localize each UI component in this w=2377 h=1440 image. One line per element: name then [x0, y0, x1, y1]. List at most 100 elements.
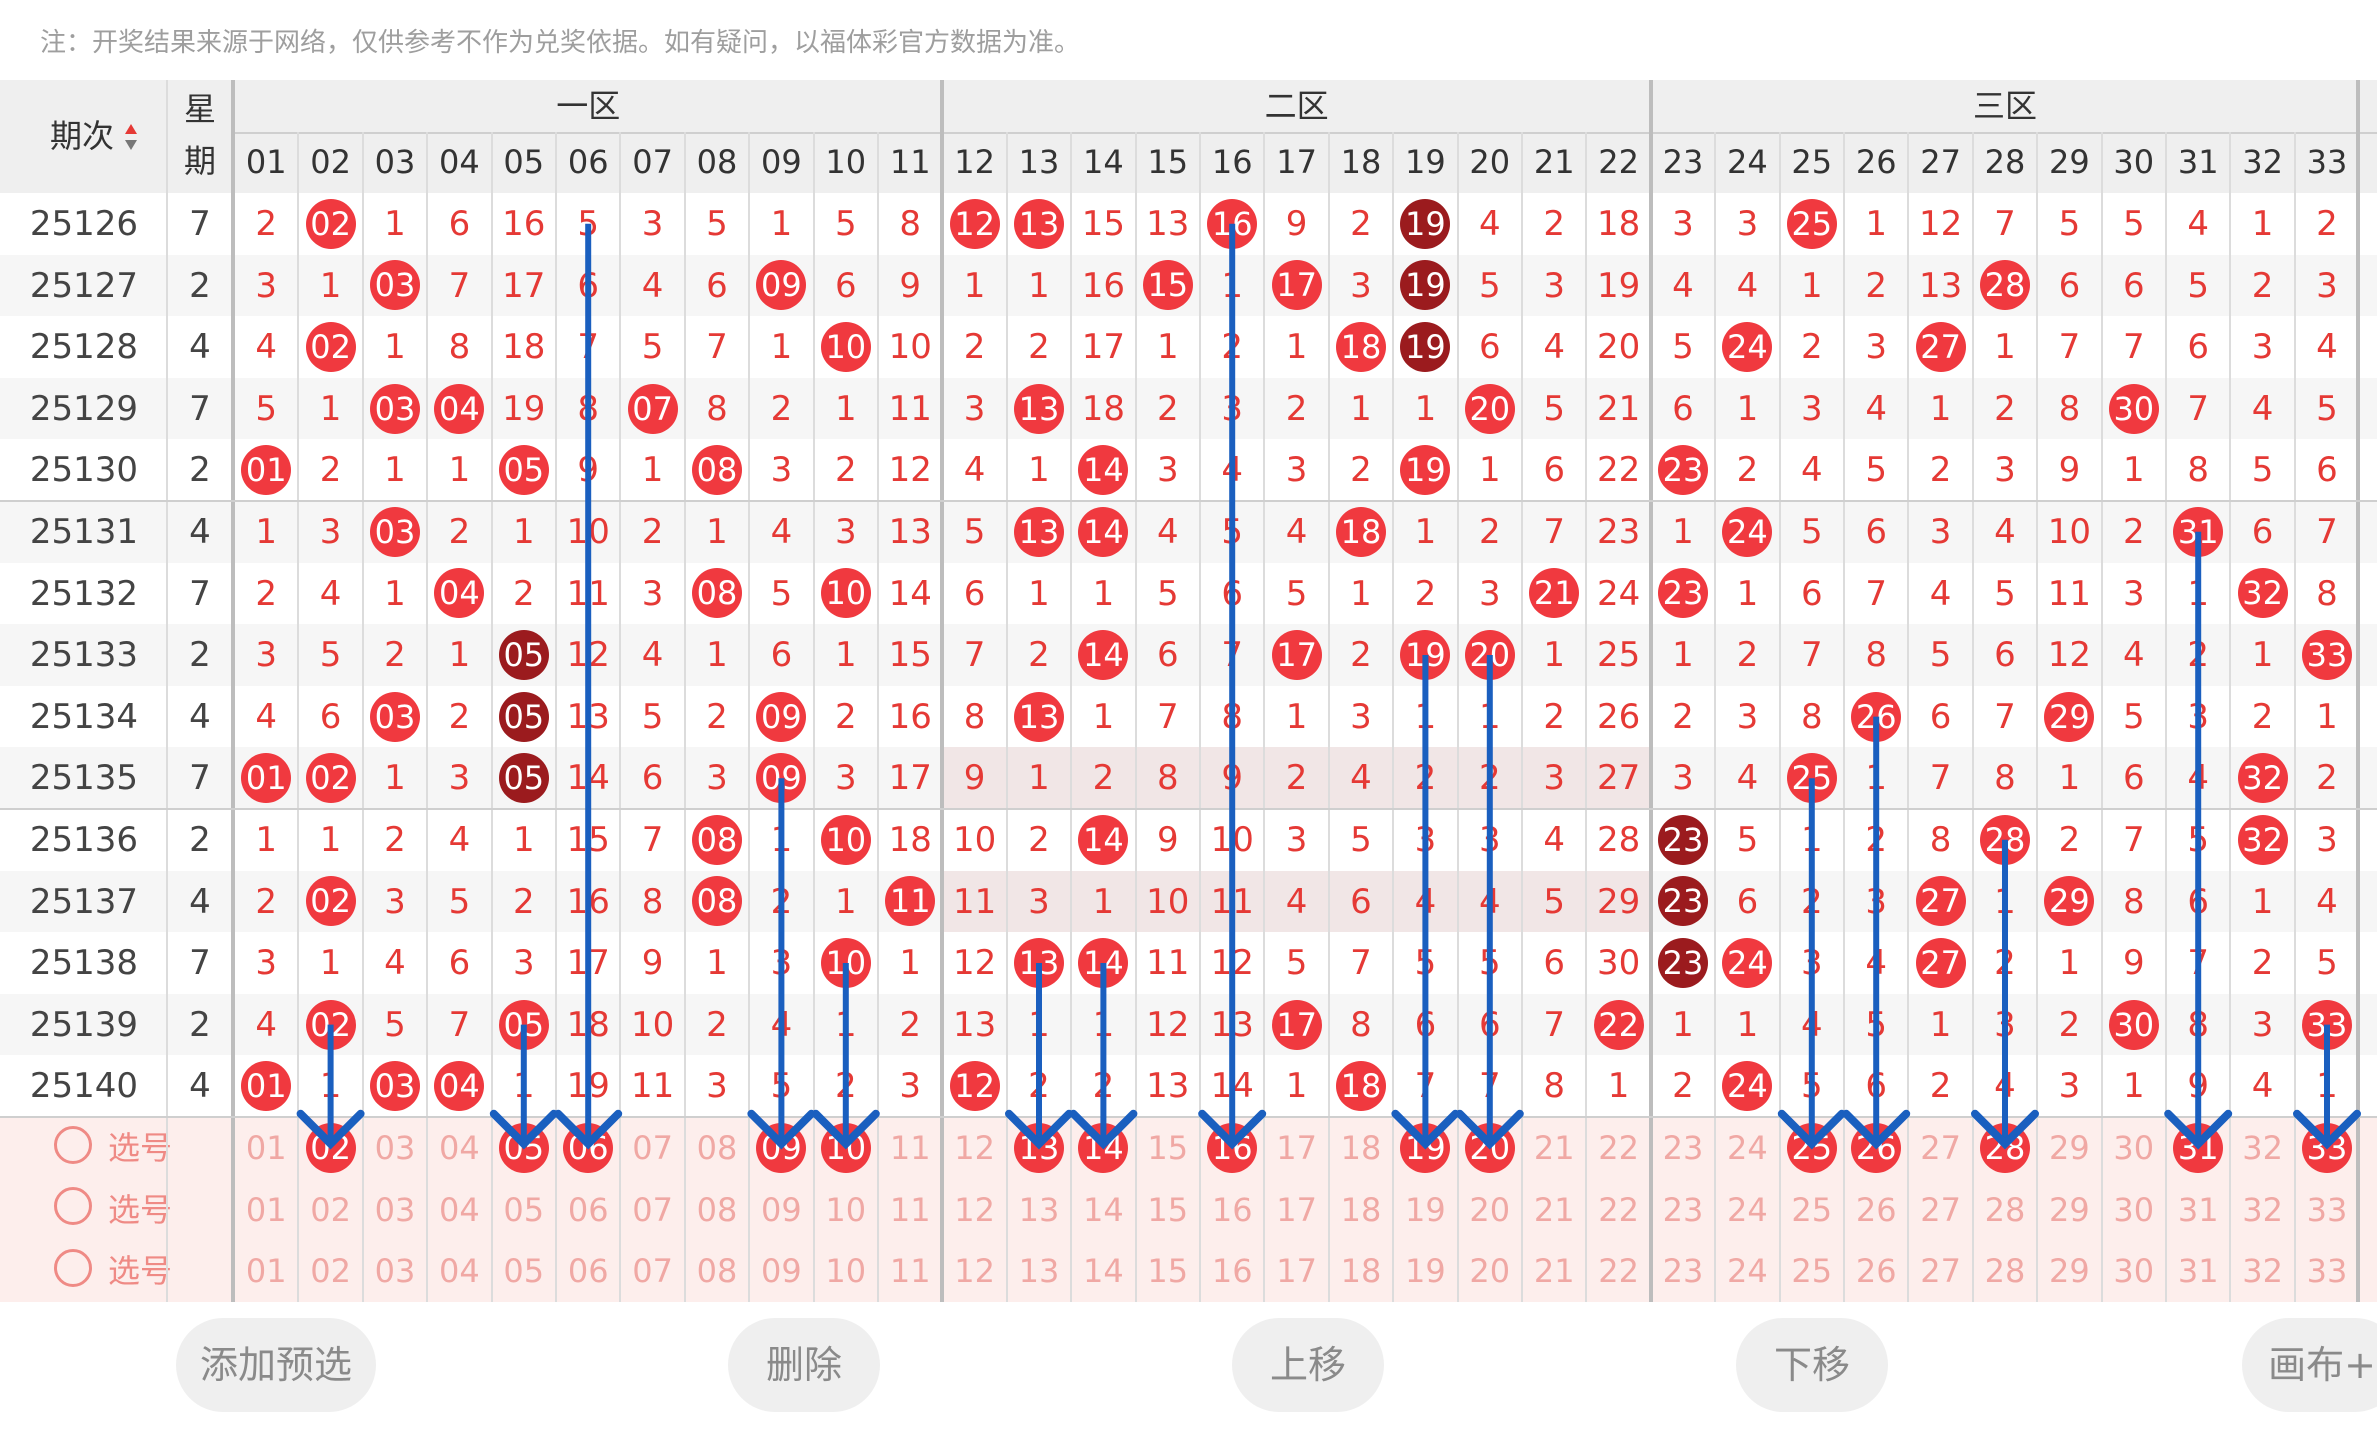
omission-cell[interactable]: 5: [1478, 943, 1501, 984]
omission-cell[interactable]: 1: [1028, 265, 1050, 306]
selectable-number[interactable]: 15: [1147, 1129, 1189, 1167]
drawn-number-ball[interactable]: 27: [1915, 876, 1966, 927]
selectable-number[interactable]: 10: [825, 1190, 867, 1229]
drawn-number-ball[interactable]: 10: [820, 322, 871, 372]
omission-cell[interactable]: 5: [1994, 573, 2016, 614]
omission-cell[interactable]: 8: [2122, 881, 2145, 922]
omission-cell[interactable]: 10: [566, 512, 610, 552]
omission-cell[interactable]: 3: [255, 265, 278, 306]
omission-cell[interactable]: 4: [1350, 758, 1372, 799]
column-header-27[interactable]: 27: [1920, 143, 1961, 181]
drawn-number-ball[interactable]: 27: [1915, 938, 1966, 988]
selectable-number[interactable]: 33: [2306, 1190, 2348, 1229]
omission-cell[interactable]: 1: [2316, 1066, 2338, 1107]
omission-cell[interactable]: 2: [1028, 1066, 1050, 1107]
omission-cell[interactable]: 3: [1800, 943, 1823, 984]
selectable-number[interactable]: 02: [310, 1190, 351, 1229]
omission-cell[interactable]: 5: [2316, 943, 2338, 984]
selectable-number[interactable]: 07: [632, 1252, 673, 1291]
selectable-number[interactable]: 14: [1083, 1190, 1124, 1229]
omission-cell[interactable]: 7: [2058, 327, 2081, 368]
column-header-03[interactable]: 03: [374, 143, 416, 181]
omission-cell[interactable]: 3: [1156, 450, 1179, 491]
omission-cell[interactable]: 5: [1350, 820, 1372, 860]
omission-cell[interactable]: 7: [1543, 512, 1566, 552]
omission-cell[interactable]: 2: [2122, 512, 2145, 552]
omission-cell[interactable]: 1: [448, 450, 471, 491]
omission-cell[interactable]: 10: [2047, 512, 2092, 552]
omission-cell[interactable]: 1: [834, 388, 857, 429]
omission-cell[interactable]: 8: [1929, 820, 1952, 860]
omission-cell[interactable]: 2: [2187, 635, 2210, 676]
omission-cell[interactable]: 4: [1414, 881, 1437, 922]
omission-cell[interactable]: 1: [2122, 450, 2145, 491]
omission-cell[interactable]: 4: [1994, 1066, 2016, 1107]
selectable-number[interactable]: 27: [1920, 1190, 1961, 1229]
omission-cell[interactable]: 12: [888, 450, 932, 491]
omission-cell[interactable]: 5: [2187, 820, 2210, 860]
omission-cell[interactable]: 10: [1210, 820, 1254, 860]
omission-cell[interactable]: 3: [1414, 820, 1437, 860]
selectable-number[interactable]: 03: [374, 1252, 416, 1291]
drawn-number-ball[interactable]: 05: [498, 753, 549, 804]
omission-cell[interactable]: 3: [255, 635, 278, 676]
drawn-number-ball[interactable]: 18: [1336, 322, 1386, 372]
omission-cell[interactable]: 18: [888, 820, 932, 860]
omission-cell[interactable]: 6: [319, 696, 342, 737]
selectable-number[interactable]: 18: [1340, 1252, 1382, 1291]
omission-cell[interactable]: 8: [448, 327, 471, 368]
selectable-number[interactable]: 19: [1405, 1252, 1446, 1291]
omission-cell[interactable]: 6: [1929, 696, 1952, 737]
omission-cell[interactable]: 1: [1672, 1004, 1694, 1045]
omission-cell[interactable]: 1: [384, 758, 406, 799]
omission-cell[interactable]: 11: [952, 881, 997, 922]
selection-radio[interactable]: [54, 1249, 92, 1287]
selected-number-ball[interactable]: 02: [305, 1122, 356, 1173]
omission-cell[interactable]: 10: [630, 1004, 675, 1045]
omission-cell[interactable]: 8: [899, 204, 922, 244]
omission-cell[interactable]: 2: [448, 696, 471, 737]
omission-cell[interactable]: 7: [2187, 388, 2210, 429]
omission-cell[interactable]: 4: [448, 820, 471, 860]
omission-cell[interactable]: 6: [1543, 450, 1566, 491]
omission-cell[interactable]: 8: [577, 388, 600, 429]
omission-cell[interactable]: 2: [963, 327, 986, 368]
omission-cell[interactable]: 17: [566, 943, 610, 984]
omission-cell[interactable]: 19: [1596, 265, 1641, 306]
omission-cell[interactable]: 5: [448, 881, 471, 922]
omission-cell[interactable]: 2: [384, 635, 406, 676]
omission-cell[interactable]: 5: [319, 635, 342, 676]
column-header-10[interactable]: 10: [825, 143, 867, 181]
selectable-number[interactable]: 32: [2242, 1252, 2283, 1291]
selectable-number[interactable]: 33: [2306, 1252, 2348, 1291]
omission-cell[interactable]: 2: [1672, 696, 1694, 737]
drawn-number-ball[interactable]: 03: [370, 260, 420, 311]
omission-cell[interactable]: 6: [2122, 265, 2145, 306]
omission-cell[interactable]: 2: [1478, 512, 1501, 552]
omission-cell[interactable]: 1: [1736, 388, 1759, 429]
omission-cell[interactable]: 2: [2251, 265, 2274, 306]
omission-cell[interactable]: 2: [1800, 327, 1823, 368]
omission-cell[interactable]: 2: [1414, 758, 1437, 799]
omission-cell[interactable]: 17: [1081, 327, 1126, 368]
omission-cell[interactable]: 1: [899, 943, 922, 984]
omission-cell[interactable]: 14: [1210, 1066, 1254, 1107]
omission-cell[interactable]: 8: [2058, 388, 2081, 429]
selectable-number[interactable]: 24: [1727, 1252, 1768, 1291]
omission-cell[interactable]: 5: [1865, 450, 1888, 491]
omission-cell[interactable]: 5: [641, 696, 664, 737]
selectable-number[interactable]: 20: [1469, 1190, 1511, 1229]
omission-cell[interactable]: 30: [1596, 943, 1641, 984]
column-header-26[interactable]: 26: [1855, 143, 1897, 181]
omission-cell[interactable]: 9: [2122, 943, 2145, 984]
omission-cell[interactable]: 1: [706, 512, 728, 552]
column-header-16[interactable]: 16: [1211, 143, 1253, 181]
selectable-number[interactable]: 32: [2242, 1190, 2283, 1229]
omission-cell[interactable]: 7: [2122, 820, 2145, 860]
omission-cell[interactable]: 6: [2122, 758, 2145, 799]
selectable-number[interactable]: 07: [632, 1129, 673, 1167]
selectable-number[interactable]: 14: [1083, 1252, 1124, 1291]
omission-cell[interactable]: 2: [384, 820, 406, 860]
omission-cell[interactable]: 12: [1146, 1004, 1190, 1045]
omission-cell[interactable]: 8: [1221, 696, 1244, 737]
